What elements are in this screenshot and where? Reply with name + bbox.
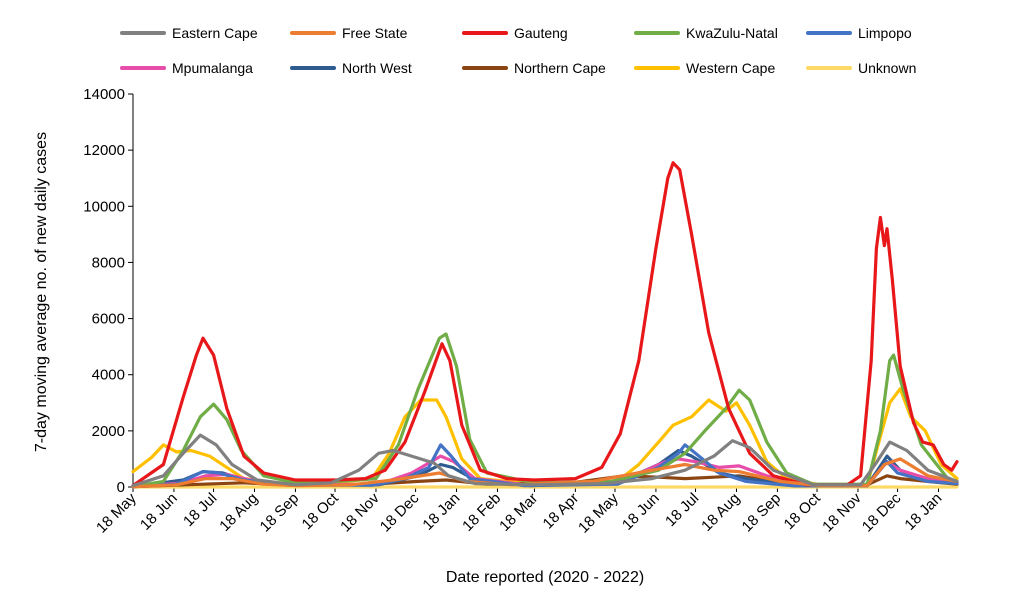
x-tick-label: 18 Feb [459, 490, 504, 535]
series-line-eastern-cape [131, 433, 959, 488]
legend: Eastern Cape Free State Gauteng KwaZulu-Nat… [120, 25, 916, 76]
legend-label: Northern Cape [514, 60, 606, 76]
y-tick-label: 6000 [92, 311, 125, 328]
legend-label: KwaZulu-Natal [686, 25, 778, 41]
x-tick-label: 18 Sep [257, 490, 303, 536]
legend-label: Unknown [858, 60, 916, 76]
y-tick-label: 2000 [92, 423, 125, 440]
series-line-free-state [131, 457, 959, 489]
x-tick-label: 18 Jun [137, 490, 181, 534]
series-layer [131, 161, 959, 489]
x-tick-label: 18 Jan [901, 490, 945, 534]
legend-label: Western Cape [686, 60, 775, 76]
legend-item: Western Cape [634, 60, 775, 76]
legend-label: Mpumalanga [172, 60, 253, 76]
x-tick-label: 18 Dec [859, 489, 905, 535]
x-tick-label: 18 Nov [337, 489, 383, 535]
x-tick-label: 18 Oct [781, 489, 825, 533]
legend-item: Unknown [806, 60, 916, 76]
legend-item: KwaZulu-Natal [634, 25, 778, 41]
legend-item: Limpopo [806, 25, 912, 41]
series-line-kwazulu-natal [131, 332, 959, 488]
y-tick-label: 4000 [92, 367, 125, 384]
x-tick-label: 18 Nov [819, 489, 865, 535]
x-tick-label: 18 Jul [180, 490, 220, 530]
x-tick-label: 18 Jul [662, 490, 702, 530]
series-line-western-cape [131, 387, 959, 487]
legend-item: Northern Cape [462, 60, 606, 76]
legend-item: Eastern Cape [120, 25, 258, 41]
x-tick-label: 18 Oct [299, 489, 343, 533]
legend-label: Limpopo [858, 25, 912, 41]
y-tick-label: 14000 [83, 86, 125, 103]
x-tick-label: 18 May [575, 489, 622, 536]
y-tick-label: 8000 [92, 254, 125, 271]
x-tick-label: 18 Dec [377, 489, 423, 535]
y-tick-label: 0 [117, 479, 125, 496]
x-axis-title: Date reported (2020 - 2022) [446, 569, 644, 586]
x-tick-label: 18 Aug [216, 490, 261, 535]
x-tick-label: 18 Aug [698, 490, 743, 535]
legend-label: Free State [342, 25, 408, 41]
legend-item: Gauteng [462, 25, 568, 41]
legend-label: Gauteng [514, 25, 568, 41]
x-tick-label: 18 Mar [496, 490, 541, 535]
legend-label: North West [342, 60, 412, 76]
y-tick-label: 10000 [83, 198, 125, 215]
legend-item: North West [290, 60, 412, 76]
legend-item: Mpumalanga [120, 60, 253, 76]
legend-label: Eastern Cape [172, 25, 258, 41]
x-tick-label: 18 Sep [739, 490, 785, 536]
y-tick-label: 12000 [83, 142, 125, 159]
y-axis-title: 7-day moving average no. of new daily ca… [33, 132, 50, 452]
legend-item: Free State [290, 25, 408, 41]
x-tick-label: 18 Jun [619, 490, 663, 534]
series-line-gauteng [131, 161, 959, 488]
x-tick-label: 18 May [93, 489, 140, 536]
x-tick-label: 18 Jan [419, 490, 463, 534]
